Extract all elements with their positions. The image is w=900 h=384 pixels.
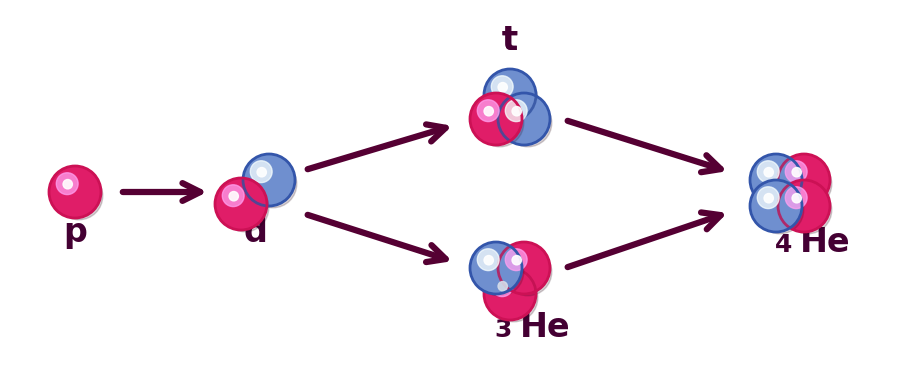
Circle shape <box>757 161 779 183</box>
Circle shape <box>764 167 773 177</box>
Circle shape <box>484 255 493 265</box>
Text: d: d <box>243 216 267 249</box>
Circle shape <box>222 185 244 207</box>
Circle shape <box>792 167 801 177</box>
Circle shape <box>470 242 522 294</box>
Circle shape <box>491 76 513 98</box>
Circle shape <box>498 83 508 92</box>
Circle shape <box>504 248 552 296</box>
Circle shape <box>484 268 536 320</box>
Circle shape <box>498 242 550 294</box>
Circle shape <box>476 248 524 296</box>
Circle shape <box>498 93 550 145</box>
Circle shape <box>215 178 267 230</box>
Circle shape <box>55 172 103 220</box>
Circle shape <box>470 93 522 145</box>
Circle shape <box>477 100 500 122</box>
Circle shape <box>512 255 521 265</box>
Circle shape <box>778 180 830 232</box>
Text: 3: 3 <box>495 318 512 342</box>
Text: 4: 4 <box>775 233 792 257</box>
Circle shape <box>498 242 550 294</box>
Circle shape <box>476 99 524 147</box>
Circle shape <box>505 249 527 271</box>
Text: p: p <box>63 216 87 249</box>
Circle shape <box>484 69 536 121</box>
Circle shape <box>792 194 801 203</box>
Circle shape <box>49 166 101 218</box>
Text: t: t <box>502 24 518 57</box>
Circle shape <box>257 167 266 177</box>
Circle shape <box>786 187 807 209</box>
Circle shape <box>750 154 802 206</box>
Circle shape <box>470 93 522 145</box>
Circle shape <box>490 274 538 322</box>
Circle shape <box>504 99 552 147</box>
Circle shape <box>764 194 773 203</box>
Circle shape <box>756 186 804 234</box>
Circle shape <box>750 180 802 232</box>
Circle shape <box>63 180 72 189</box>
Circle shape <box>756 160 804 208</box>
Circle shape <box>484 268 536 320</box>
Circle shape <box>757 187 779 209</box>
Circle shape <box>786 161 807 183</box>
Circle shape <box>49 166 101 218</box>
Text: t: t <box>502 24 518 57</box>
Circle shape <box>512 106 521 116</box>
Circle shape <box>505 100 527 122</box>
Circle shape <box>750 154 802 206</box>
Circle shape <box>243 154 295 206</box>
Circle shape <box>491 275 513 296</box>
Circle shape <box>470 242 522 294</box>
Circle shape <box>778 154 830 206</box>
Circle shape <box>490 75 538 123</box>
Circle shape <box>484 106 493 116</box>
Circle shape <box>498 93 550 145</box>
Circle shape <box>57 173 78 195</box>
Circle shape <box>229 192 238 201</box>
Circle shape <box>750 180 802 232</box>
Circle shape <box>498 281 508 291</box>
Circle shape <box>484 69 536 121</box>
Circle shape <box>784 160 832 208</box>
Circle shape <box>477 249 500 271</box>
Text: He: He <box>520 311 571 344</box>
Circle shape <box>249 160 297 208</box>
Circle shape <box>778 154 830 206</box>
Circle shape <box>778 180 830 232</box>
Circle shape <box>243 154 295 206</box>
Circle shape <box>215 178 267 230</box>
Circle shape <box>250 161 272 183</box>
Circle shape <box>221 184 269 232</box>
Circle shape <box>784 186 832 234</box>
Text: He: He <box>800 226 850 259</box>
